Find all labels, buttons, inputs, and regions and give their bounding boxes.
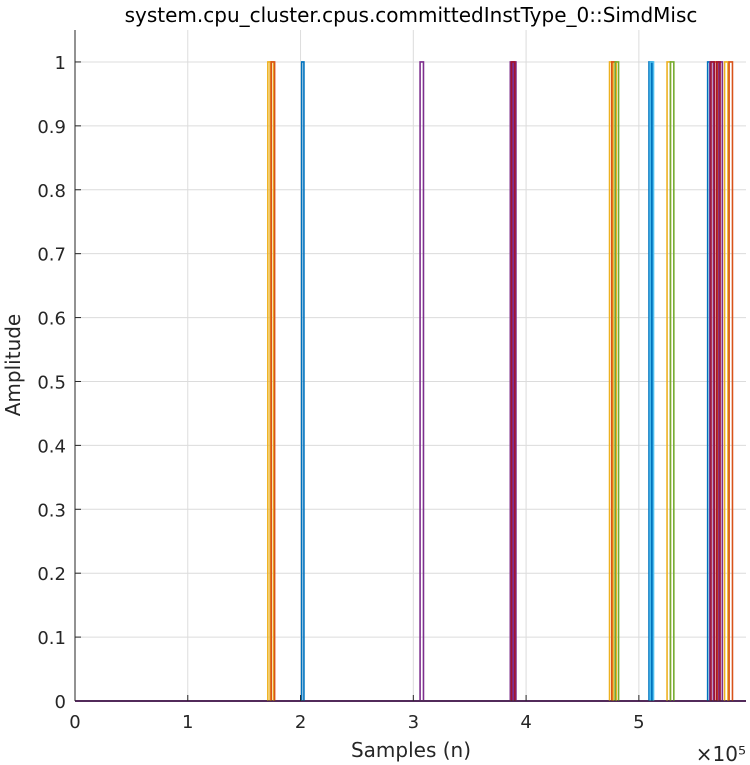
y-tick-label: 0 [55,692,66,713]
y-tick-label: 0.1 [37,628,66,649]
tick-labels: 0 1 2 3 4 5 0 0.1 0.2 0.3 0.4 0.5 0.6 0.7 0.8 0.9 1 [37,53,644,733]
pulse-mark [614,61,620,701]
pulse-mark [723,61,729,701]
x-tick-label: 2 [295,712,306,733]
pulse-mark [419,61,425,701]
y-tick-label: 0.9 [37,117,66,138]
series-layer [267,61,734,701]
y-tick-label: 0.2 [37,564,66,585]
series [614,61,675,701]
series [649,61,655,701]
x-tick-label: 3 [408,712,419,733]
y-tick-label: 0.6 [37,309,66,330]
y-tick-label: 0.5 [37,372,66,393]
y-tick-label: 1 [55,53,66,74]
series [510,61,721,701]
y-tick-label: 0.4 [37,436,66,457]
y-tick-label: 0.3 [37,500,66,521]
y-axis-title: Amplitude [1,314,25,417]
x-exponent-label: ×10⁵ [696,742,746,765]
pulse-mark [649,61,655,701]
pulse-mark [270,61,276,701]
axes [74,30,746,702]
x-tick-label: 1 [182,712,193,733]
pulse-mark [510,61,516,701]
pulse-mark [728,61,734,701]
x-tick-label: 4 [520,712,531,733]
y-tick-label: 0.8 [37,181,66,202]
pulse-mark [300,61,305,701]
y-tick-label: 0.7 [37,245,66,266]
x-axis-title: Samples (n) [351,738,471,762]
pulse-mark [669,61,675,701]
grid [74,30,746,702]
chart-title: system.cpu_cluster.cpus.committedInstTyp… [125,3,698,27]
pulse-mark [710,61,716,701]
x-tick-label: 0 [69,712,80,733]
x-tick-label: 5 [633,712,644,733]
pulse-mark [715,61,721,701]
